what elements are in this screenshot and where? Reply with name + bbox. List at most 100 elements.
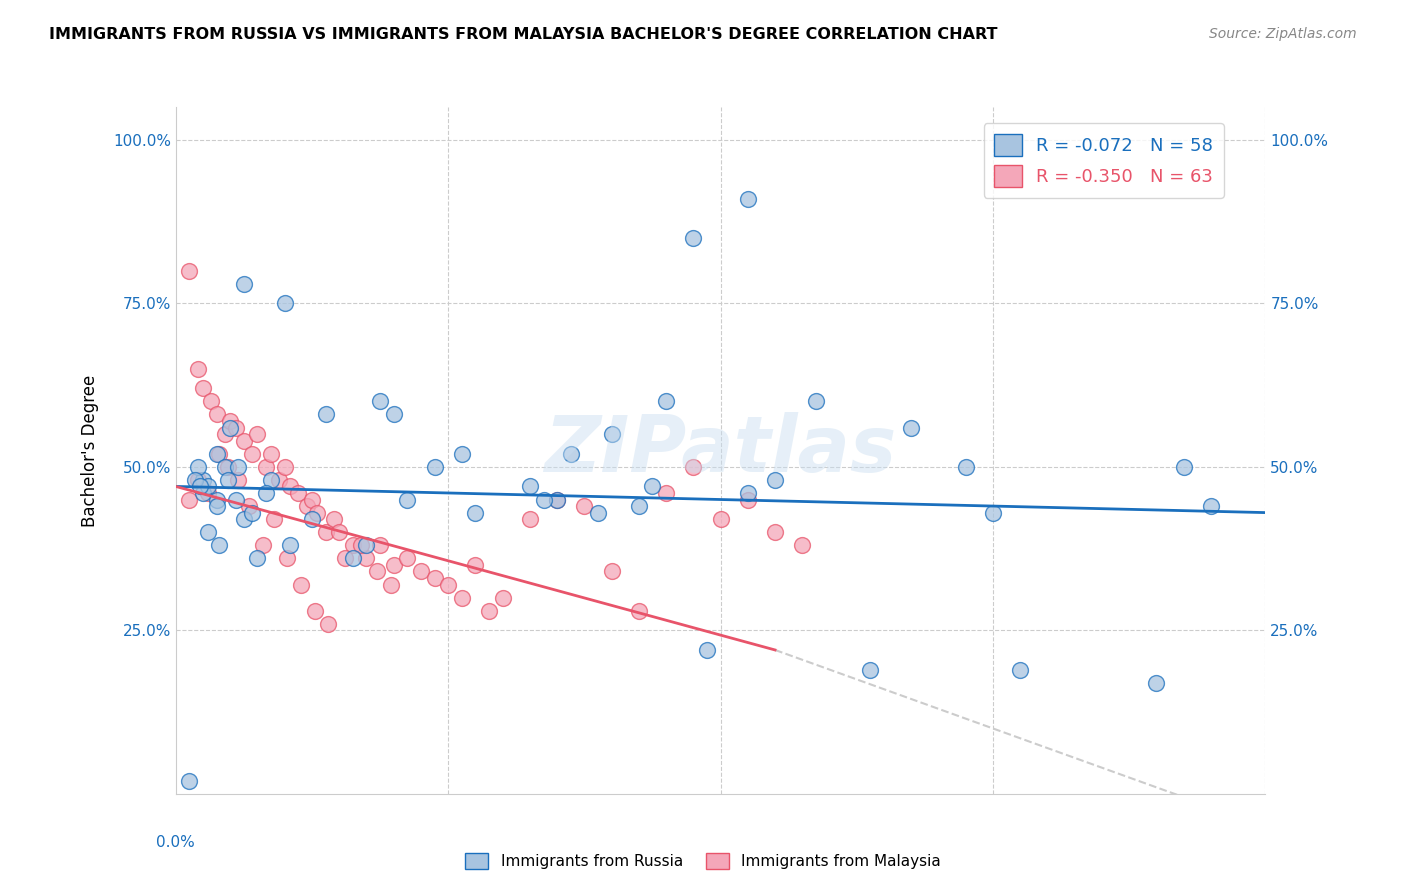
Point <box>274 459 297 474</box>
Point <box>464 558 486 572</box>
Y-axis label: Bachelor's Degree: Bachelor's Degree <box>82 375 98 526</box>
Point <box>260 447 283 461</box>
Point <box>546 492 568 507</box>
Point <box>197 525 219 540</box>
Point <box>217 459 239 474</box>
Point <box>307 506 329 520</box>
Point <box>197 486 219 500</box>
Point <box>191 486 214 500</box>
Point <box>437 577 460 591</box>
Point <box>278 538 301 552</box>
Point <box>322 512 344 526</box>
Point <box>191 473 214 487</box>
Point <box>533 492 555 507</box>
Point <box>205 408 228 422</box>
Point <box>1010 663 1032 677</box>
Point <box>315 408 337 422</box>
Point <box>450 591 472 605</box>
Point <box>328 525 350 540</box>
Point <box>382 408 405 422</box>
Legend: R = -0.072   N = 58, R = -0.350   N = 63: R = -0.072 N = 58, R = -0.350 N = 63 <box>984 123 1223 198</box>
Point <box>600 427 623 442</box>
Point <box>641 479 664 493</box>
Point <box>356 551 378 566</box>
Point <box>205 447 228 461</box>
Point <box>228 459 250 474</box>
Point <box>186 459 209 474</box>
Point <box>269 473 291 487</box>
Point <box>737 486 759 500</box>
Point <box>682 459 704 474</box>
Point <box>232 512 254 526</box>
Legend: Immigrants from Russia, Immigrants from Malaysia: Immigrants from Russia, Immigrants from … <box>460 847 946 875</box>
Point <box>276 551 298 566</box>
Point <box>214 459 236 474</box>
Point <box>232 434 254 448</box>
Point <box>214 427 236 442</box>
Point <box>696 643 718 657</box>
Point <box>200 394 222 409</box>
Point <box>197 479 219 493</box>
Point <box>804 394 827 409</box>
Point <box>184 473 207 487</box>
Point <box>396 551 419 566</box>
Point <box>254 486 277 500</box>
Point <box>682 231 704 245</box>
Point <box>1144 675 1167 690</box>
Point <box>228 473 250 487</box>
Point <box>232 277 254 291</box>
Point <box>217 473 239 487</box>
Point <box>301 492 323 507</box>
Point <box>263 512 285 526</box>
Point <box>179 492 201 507</box>
Point <box>955 459 977 474</box>
Text: IMMIGRANTS FROM RUSSIA VS IMMIGRANTS FROM MALAYSIA BACHELOR'S DEGREE CORRELATION: IMMIGRANTS FROM RUSSIA VS IMMIGRANTS FRO… <box>49 27 998 42</box>
Point <box>179 263 201 277</box>
Point <box>238 499 260 513</box>
Point <box>792 538 814 552</box>
Point <box>574 499 596 513</box>
Point <box>710 512 733 526</box>
Point <box>409 565 432 579</box>
Point <box>295 499 318 513</box>
Point <box>368 538 391 552</box>
Point <box>478 604 501 618</box>
Point <box>208 538 231 552</box>
Point <box>219 414 242 428</box>
Point <box>342 551 364 566</box>
Point <box>492 591 515 605</box>
Point <box>655 486 678 500</box>
Point <box>191 381 214 395</box>
Point <box>278 479 301 493</box>
Point <box>301 512 323 526</box>
Point <box>274 296 297 310</box>
Point <box>179 773 201 788</box>
Point <box>188 479 211 493</box>
Point <box>763 473 786 487</box>
Point <box>186 361 209 376</box>
Point <box>290 577 312 591</box>
Point <box>737 492 759 507</box>
Point <box>423 571 446 585</box>
Point <box>464 506 486 520</box>
Point <box>225 492 247 507</box>
Point <box>380 577 402 591</box>
Point <box>246 427 269 442</box>
Point <box>318 616 340 631</box>
Point <box>586 506 609 520</box>
Point <box>342 538 364 552</box>
Point <box>450 447 472 461</box>
Point <box>737 192 759 206</box>
Point <box>627 499 650 513</box>
Point <box>981 506 1004 520</box>
Point <box>208 447 231 461</box>
Point <box>240 447 263 461</box>
Point <box>368 394 391 409</box>
Point <box>382 558 405 572</box>
Point <box>519 479 541 493</box>
Point <box>655 394 678 409</box>
Point <box>246 551 269 566</box>
Point <box>333 551 356 566</box>
Point <box>396 492 419 507</box>
Point <box>1199 499 1222 513</box>
